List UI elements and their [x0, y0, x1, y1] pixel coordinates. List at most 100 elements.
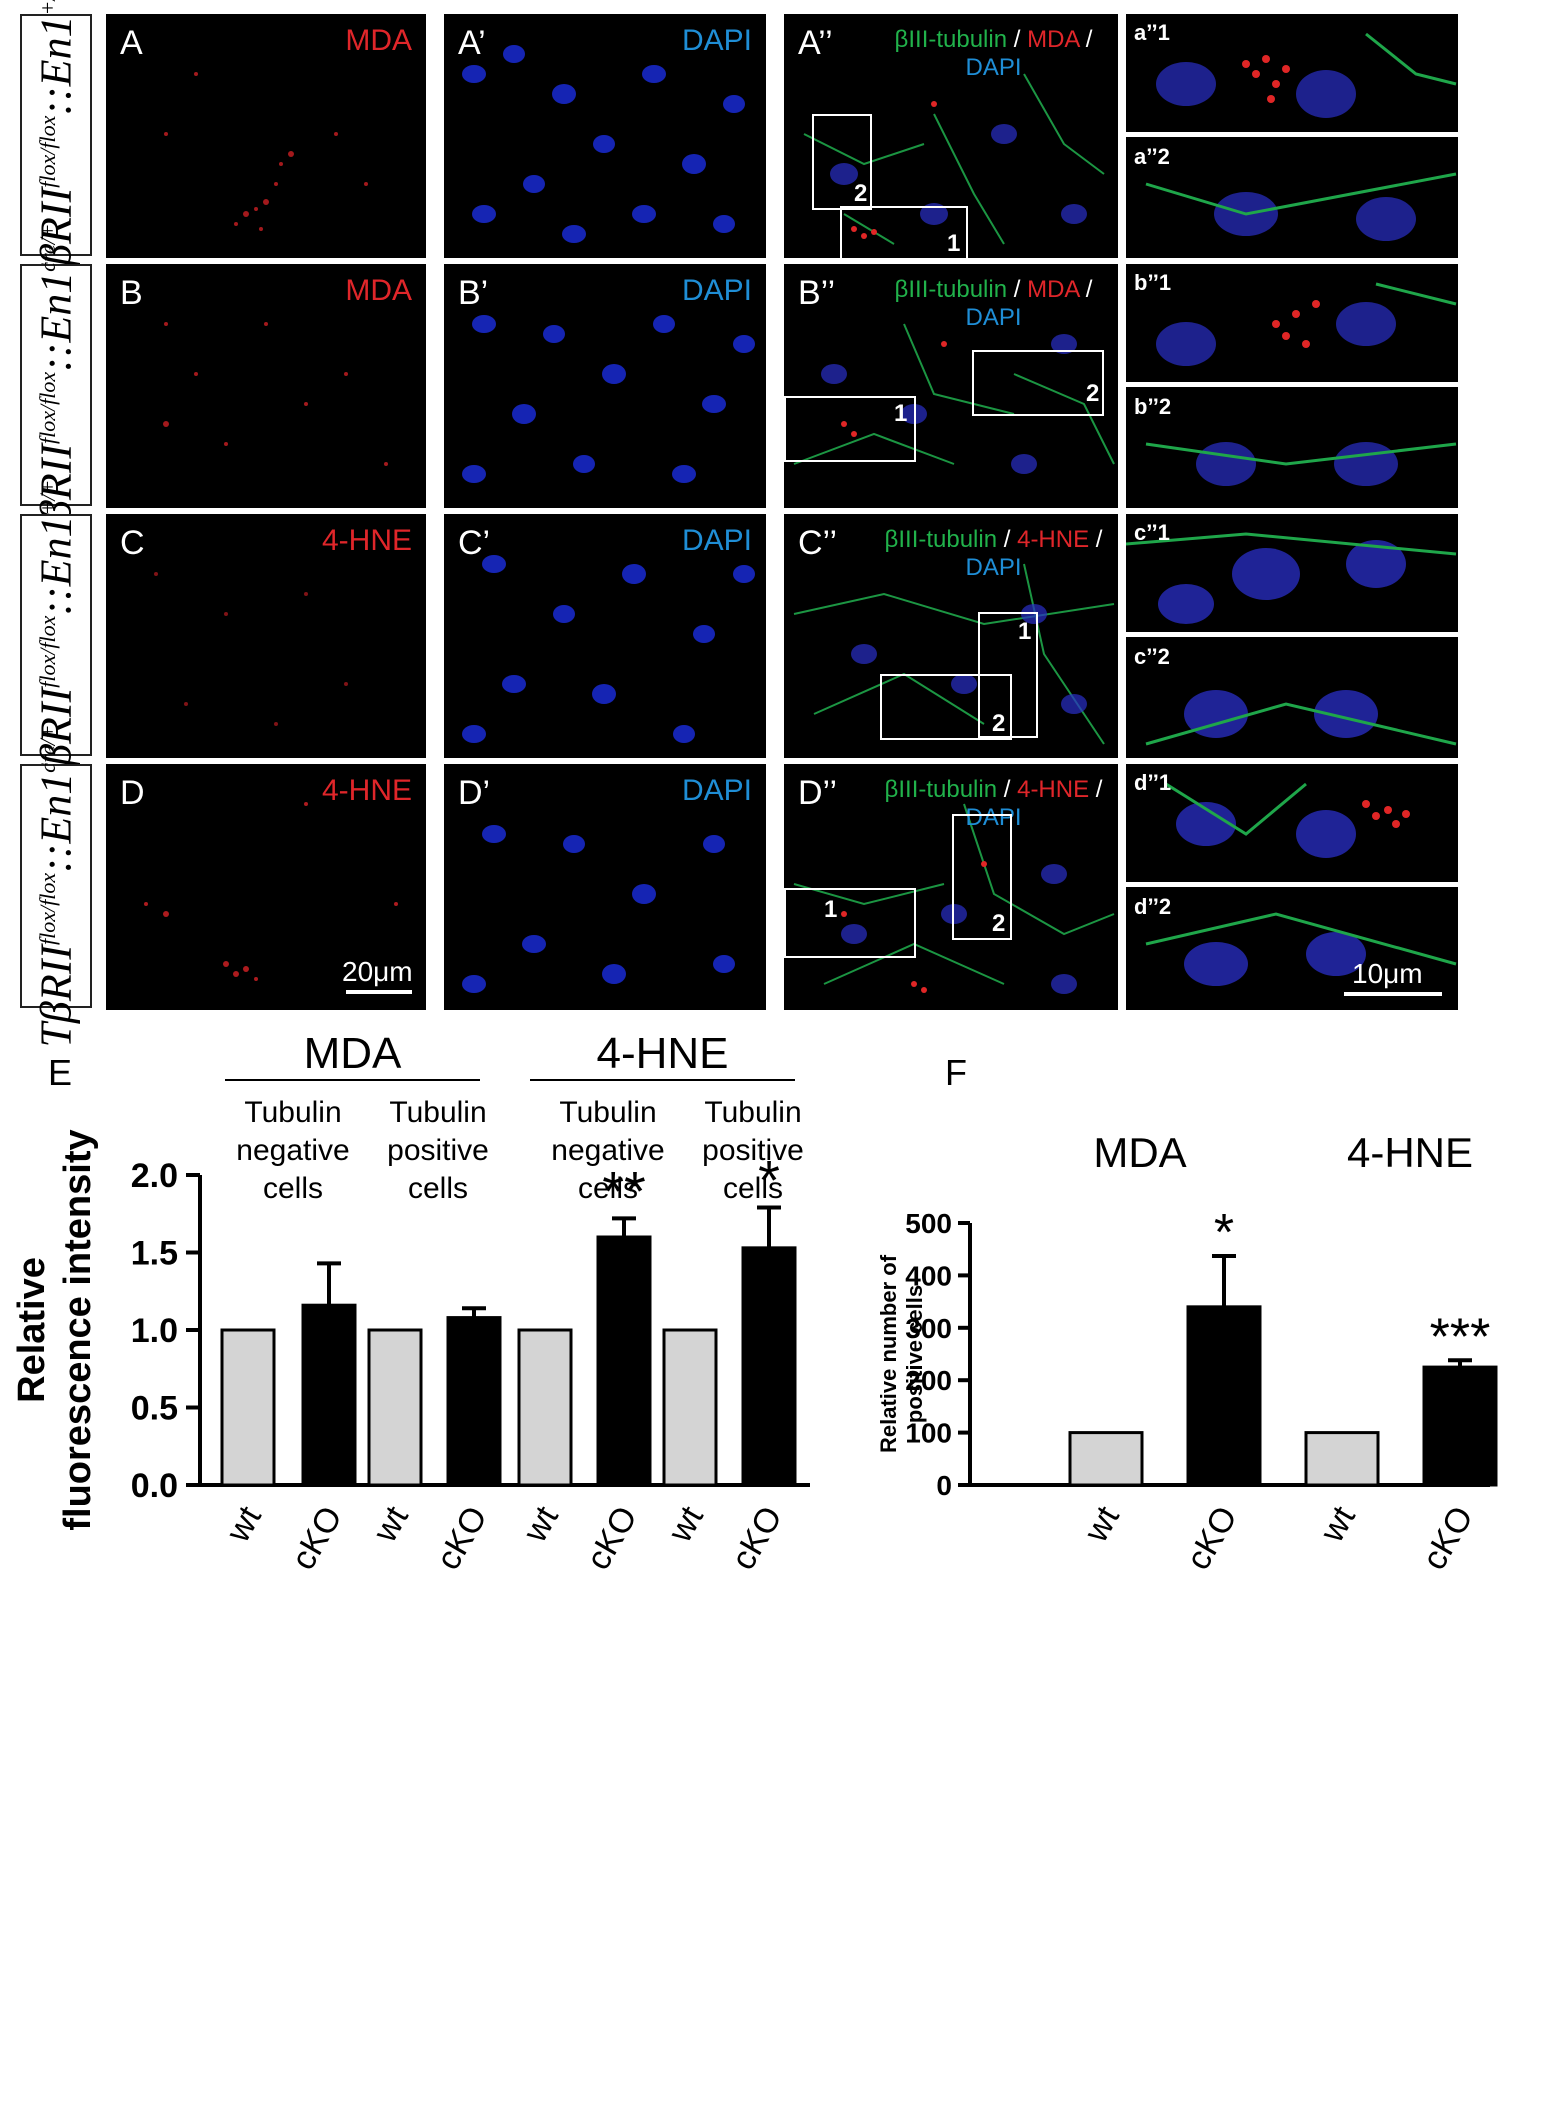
bar-wt	[1304, 1431, 1380, 1487]
subgroup-header: cells	[578, 1172, 638, 1205]
inlet-divider	[1126, 382, 1458, 387]
subgroup-header: Tubulin	[389, 1096, 486, 1129]
subgroup-header: Tubulin	[704, 1096, 801, 1129]
scale-bar	[1344, 992, 1442, 996]
bar-cko	[446, 1316, 502, 1487]
mda-signal-image	[164, 72, 368, 231]
channel-label: DAPI	[681, 774, 752, 807]
inlet-images	[1145, 282, 1457, 486]
y-tick-label: 1.5	[131, 1235, 178, 1273]
panel-letter: C’	[458, 524, 491, 562]
bar-cko	[596, 1235, 652, 1487]
panel-label: E	[48, 1052, 72, 1093]
x-category-label: cKO	[724, 1500, 790, 1576]
inlet-images	[1145, 782, 1457, 986]
scale-bar	[346, 990, 412, 994]
panel-letter: B’’	[798, 274, 836, 312]
y-axis-label: positive cells	[902, 1285, 927, 1423]
channel-label: MDA	[345, 274, 412, 307]
inlet-label: c’’1	[1134, 520, 1170, 545]
group-header: MDA	[1093, 1129, 1186, 1176]
inset-box-2	[952, 814, 1012, 940]
scale-bar-label: 10μm	[1352, 958, 1423, 989]
dapi-nuclei-image	[462, 555, 755, 743]
genotype-label-row-a: TβRIIflox/flox::En1+/+	[20, 0, 92, 290]
bar-cko	[1422, 1365, 1498, 1487]
channel-label: 4-HNE	[321, 524, 412, 557]
inset-box-number: 2	[854, 180, 868, 207]
panel-letter: C’’	[798, 524, 838, 562]
x-category-label: cKO	[579, 1500, 645, 1576]
mda-signal-image	[163, 322, 388, 466]
significance-marker: *	[758, 1149, 780, 1212]
panel-c-dapi: C’ DAPI	[444, 514, 766, 758]
inset-box-2	[972, 350, 1104, 416]
merge-channel-label: βIII-tubulin / MDA / DAPI	[894, 276, 1093, 331]
y-tick-label: 500	[905, 1208, 952, 1239]
inlet-images	[1145, 32, 1457, 241]
y-tick-label: 0.5	[131, 1390, 178, 1428]
y-tick-label: 1.0	[131, 1312, 178, 1350]
panel-letter: D	[120, 774, 145, 812]
inset-box-number: 1	[824, 896, 838, 923]
inlet-divider	[1126, 632, 1458, 637]
inset-box-number: 1	[894, 400, 908, 427]
y-tick-label: 200	[905, 1365, 952, 1396]
panel-b-mda: B MDA	[106, 264, 426, 508]
y-tick-label: 0	[936, 1470, 952, 1501]
inset-box-2	[880, 674, 1012, 740]
panel-a-mda: A MDA	[106, 14, 426, 258]
x-category-label: wt	[1313, 1500, 1364, 1550]
inlet-label: d’’2	[1134, 894, 1172, 919]
inset-box-number: 1	[1018, 618, 1032, 645]
inset-box-number: 2	[1086, 380, 1100, 407]
inset-box-1	[784, 396, 916, 462]
y-tick-label: 0.0	[131, 1467, 178, 1505]
channel-label: DAPI	[681, 524, 752, 557]
merge-image	[793, 323, 1115, 474]
inset-box-1	[840, 206, 968, 258]
inlet-divider	[1126, 882, 1458, 887]
genotype-label-row-b: TβRIIflox/flox::En1cre/+	[20, 223, 92, 547]
scale-bar-label: 20μm	[342, 956, 413, 987]
subgroup-header: Tubulin	[559, 1096, 656, 1129]
panel-c-4hne: C 4-HNE	[106, 514, 426, 758]
dapi-nuclei-image	[462, 45, 745, 243]
bar-wt	[1068, 1431, 1144, 1487]
channel-label: DAPI	[681, 24, 752, 57]
subgroup-header: cells	[263, 1172, 323, 1205]
merge-image	[793, 563, 1115, 745]
y-axis-label: Relative	[11, 1257, 53, 1403]
panel-label: F	[945, 1052, 967, 1093]
bar-wt	[220, 1328, 276, 1487]
y-axis-label: fluorescence intensity	[57, 1129, 99, 1530]
subgroup-header: negative	[236, 1134, 349, 1167]
bar-cko	[741, 1246, 797, 1487]
y-axis-label: Relative number of	[876, 1254, 901, 1453]
x-category-label: cKO	[1179, 1500, 1245, 1576]
genotype-label-row-d: TβRIIflox/flox::En1cre/+	[20, 724, 92, 1048]
inlet-label: c’’2	[1134, 644, 1170, 669]
panel-c-merge: C’’ βIII-tubulin / 4-HNE / DAPI 1 2	[784, 514, 1118, 758]
x-category-label: wt	[219, 1500, 270, 1550]
panel-d-merge: D’’ βIII-tubulin / 4-HNE / DAPI 2 1	[784, 764, 1118, 1010]
panel-letter: B	[120, 274, 143, 312]
panel-c-inlets: c’’1 c’’2	[1126, 514, 1458, 758]
hne-signal-image	[154, 572, 348, 726]
x-category-label: wt	[516, 1500, 567, 1550]
panel-b-merge: B’’ βIII-tubulin / MDA / DAPI 1 2	[784, 264, 1118, 508]
dapi-nuclei-image	[462, 825, 735, 993]
group-header: 4-HNE	[596, 1029, 728, 1078]
x-category-label: cKO	[429, 1500, 495, 1576]
panel-a-merge: A’’ βIII-tubulin / MDA / DAPI 2 1	[784, 14, 1118, 258]
panel-letter: A’	[458, 24, 486, 62]
x-category-label: wt	[661, 1500, 712, 1550]
inlet-label: b’’2	[1134, 394, 1172, 419]
inset-box-number: 2	[992, 710, 1006, 737]
bar-wt	[662, 1328, 718, 1487]
bar-wt	[367, 1328, 423, 1487]
subgroup-header: positive	[387, 1134, 489, 1167]
panel-letter: D’	[458, 774, 491, 812]
bar-cko	[301, 1303, 357, 1487]
